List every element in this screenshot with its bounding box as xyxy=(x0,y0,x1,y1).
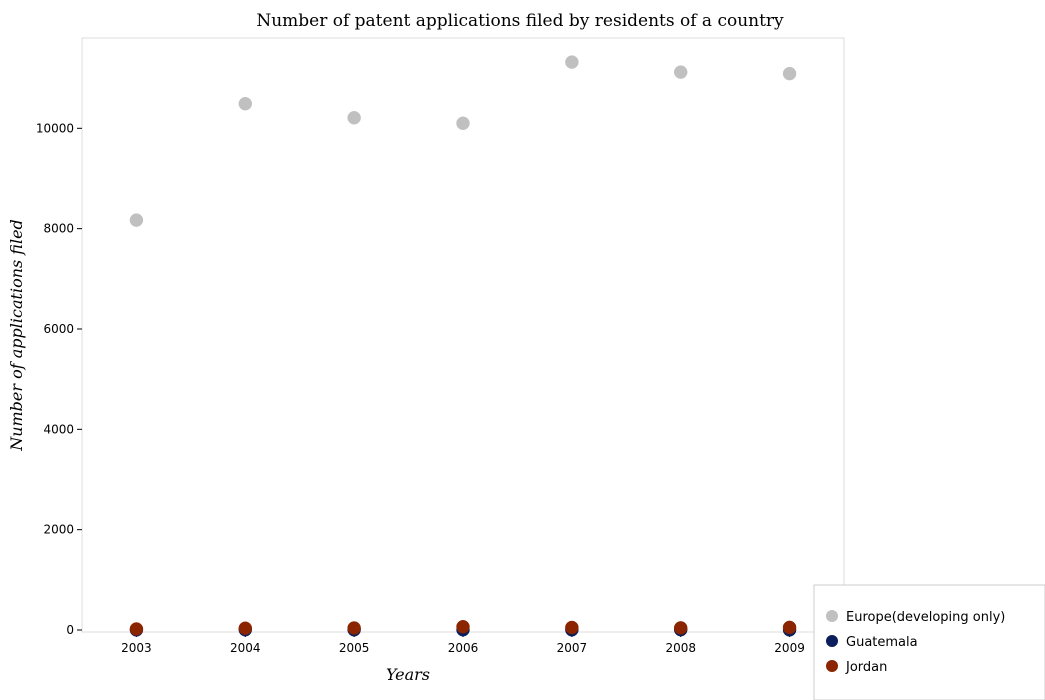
legend-label: Europe(developing only) xyxy=(846,610,1005,625)
legend-marker xyxy=(826,660,838,672)
point-jordan xyxy=(238,621,253,635)
point-europe-developing-only xyxy=(456,116,470,131)
point-jordan xyxy=(782,620,797,635)
legend-label: Jordan xyxy=(845,660,887,675)
point-jordan xyxy=(347,621,361,635)
y-tick-label: 10000 xyxy=(36,121,74,135)
y-axis: 0 2000 4000 6000 8000 10000 xyxy=(36,121,82,637)
y-axis-label: Number of applications filed xyxy=(7,219,26,452)
legend-box xyxy=(813,584,1045,700)
point-europe-developing-only xyxy=(782,66,797,81)
x-tick-label: 2003 xyxy=(121,641,152,655)
point-jordan xyxy=(673,621,688,635)
point-europe-developing-only xyxy=(565,55,579,69)
y-tick-label: 6000 xyxy=(43,322,74,336)
x-tick-label: 2009 xyxy=(774,641,805,655)
x-tick-label: 2008 xyxy=(665,641,696,655)
x-axis: 2003 2004 2005 2006 2007 2008 2009 xyxy=(121,632,805,655)
point-jordan xyxy=(129,622,144,636)
x-tick-label: 2005 xyxy=(339,641,370,655)
legend-marker xyxy=(826,635,838,647)
y-tick-label: 2000 xyxy=(43,523,74,537)
point-jordan xyxy=(456,619,470,634)
x-axis-label: Years xyxy=(386,665,430,684)
point-europe-developing-only xyxy=(129,213,144,227)
point-europe-developing-only xyxy=(673,65,688,79)
data-points xyxy=(129,55,797,637)
y-tick-label: 8000 xyxy=(43,222,74,236)
x-tick-label: 2007 xyxy=(557,641,588,655)
point-europe-developing-only xyxy=(347,111,361,125)
y-tick-label: 4000 xyxy=(43,422,74,436)
chart-title: Number of patent applications filed by r… xyxy=(256,11,784,31)
legend: Europe(developing only) Guatemala Jordan xyxy=(813,584,1045,700)
point-europe-developing-only xyxy=(238,96,253,111)
legend-label: Guatemala xyxy=(846,635,918,650)
x-tick-label: 2006 xyxy=(448,641,479,655)
legend-marker xyxy=(826,610,838,622)
point-jordan xyxy=(565,620,579,635)
y-tick-label: 0 xyxy=(66,623,74,637)
x-tick-label: 2004 xyxy=(230,641,261,655)
